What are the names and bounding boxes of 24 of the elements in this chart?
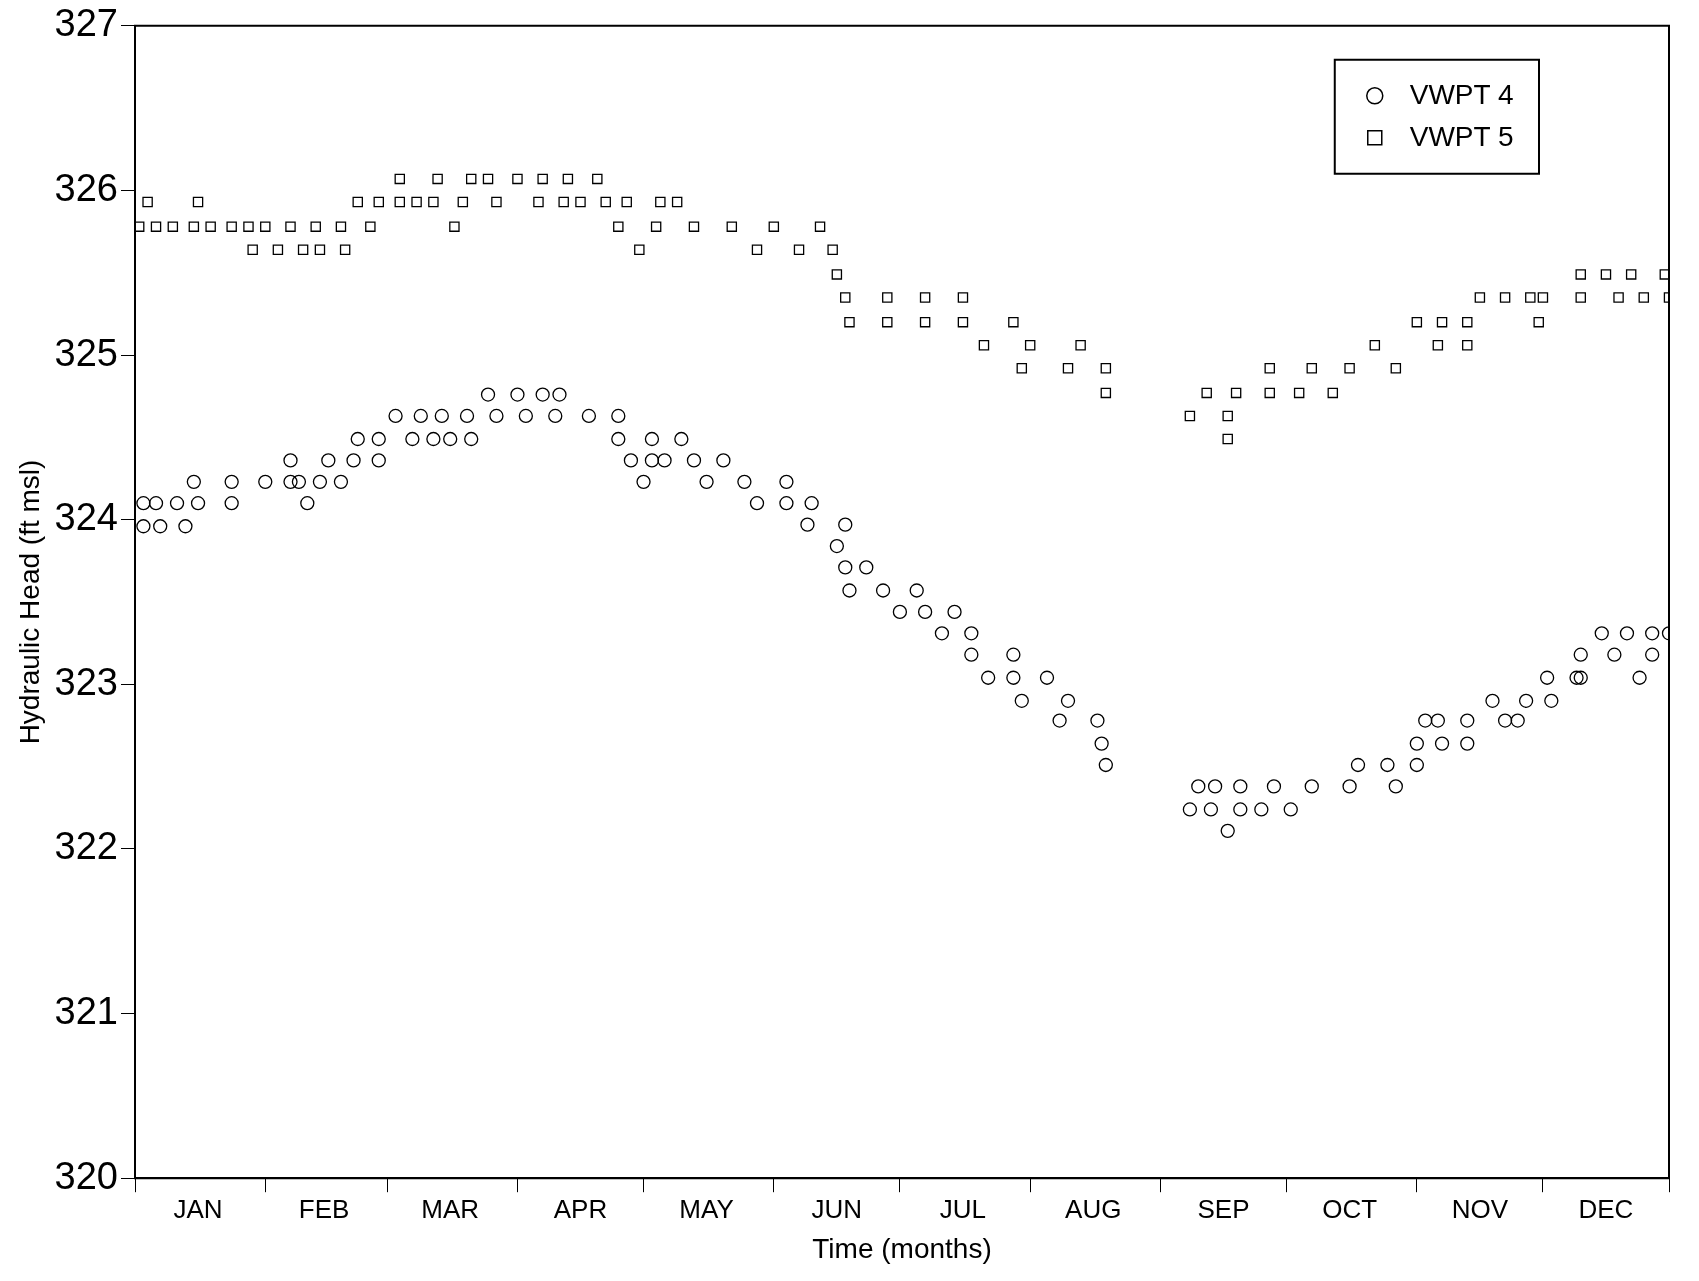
y-tick-label: 326 <box>54 166 118 209</box>
x-tick-label: DEC <box>1578 1193 1634 1224</box>
y-tick-label: 320 <box>54 1154 118 1197</box>
x-tick-label: SEP <box>1197 1193 1250 1224</box>
y-tick-label: 321 <box>54 990 118 1033</box>
x-tick-label: MAR <box>421 1193 480 1224</box>
y-tick-label: 322 <box>54 825 118 868</box>
x-tick-label: OCT <box>1322 1193 1378 1224</box>
x-axis-title: Time (months) <box>812 1232 992 1264</box>
legend-label: VWPT 4 <box>1409 78 1514 110</box>
y-tick-label: 323 <box>54 660 118 703</box>
y-tick-label: 325 <box>54 331 118 374</box>
x-tick-label: NOV <box>1451 1193 1509 1224</box>
legend-label: VWPT 5 <box>1409 120 1514 152</box>
y-axis-title: Hydraulic Head (ft msl) <box>13 459 45 745</box>
x-tick-label: AUG <box>1065 1193 1122 1224</box>
y-tick-label: 327 <box>54 2 118 45</box>
x-tick-label: MAY <box>679 1193 734 1224</box>
x-tick-label: APR <box>553 1193 608 1224</box>
x-tick-label: JUN <box>811 1193 863 1224</box>
y-tick-label: 324 <box>54 496 118 539</box>
x-tick-label: JAN <box>173 1193 223 1224</box>
x-tick-label: FEB <box>298 1193 350 1224</box>
x-tick-label: JUL <box>939 1193 987 1224</box>
